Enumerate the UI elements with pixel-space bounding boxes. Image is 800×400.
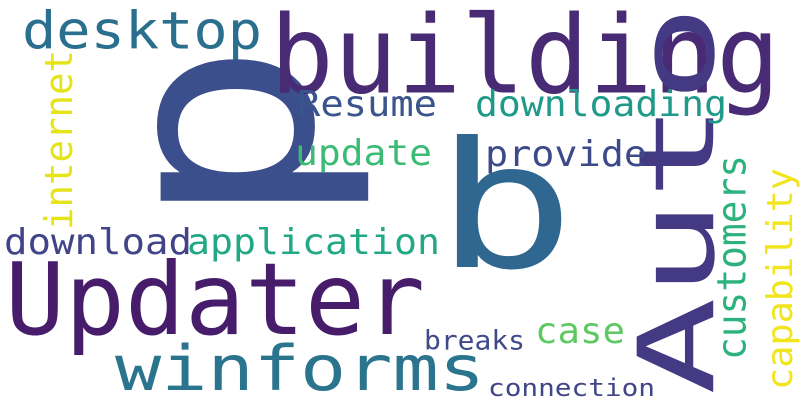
word-internet: internet xyxy=(36,50,82,231)
word-provide: provide xyxy=(485,132,647,175)
word-customers: customers xyxy=(708,155,756,360)
word-update: update xyxy=(295,131,432,174)
word-winforms: winforms xyxy=(115,332,485,400)
word-b: b xyxy=(435,104,575,309)
word-resume: Resume xyxy=(297,82,437,125)
word-breaks: breaks xyxy=(424,324,525,357)
word-download: download xyxy=(4,220,192,263)
word-capability: capability xyxy=(758,168,800,390)
word-connection: connection xyxy=(488,373,655,400)
word-building: building xyxy=(270,0,780,119)
word-case: case xyxy=(535,309,625,352)
word-desktop: desktop xyxy=(22,0,262,62)
word-updater: Updater xyxy=(5,241,425,358)
word-downloading: downloading xyxy=(475,82,727,125)
word-application: application xyxy=(187,220,440,263)
